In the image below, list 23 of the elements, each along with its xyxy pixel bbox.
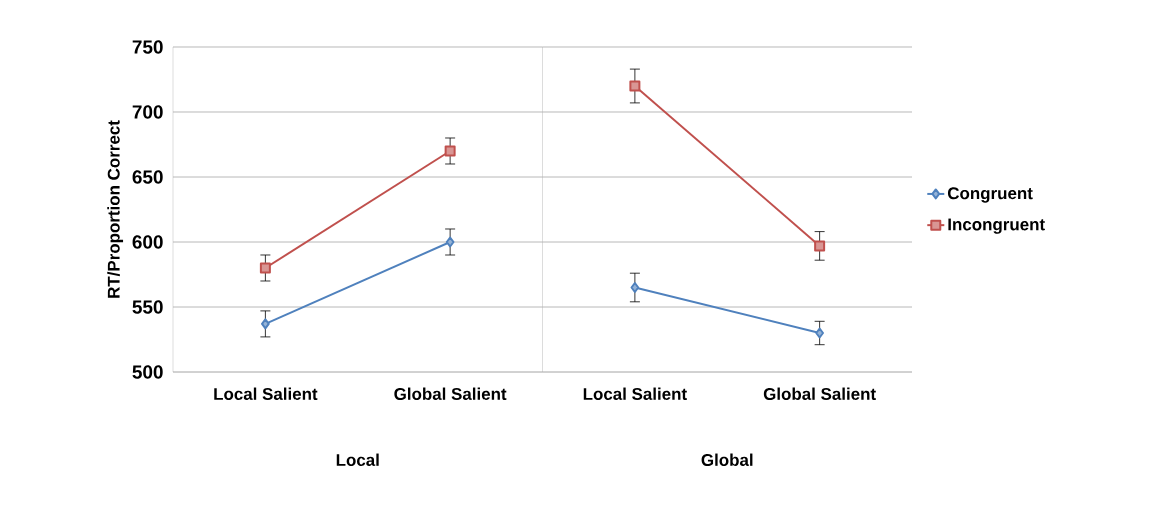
y-tick-label: 700 [132, 105, 163, 119]
point [815, 327, 825, 339]
x-tick-label: Global Salient [763, 387, 876, 400]
x-axis-title: Global [701, 453, 753, 466]
point [444, 145, 456, 157]
y-tick-label: 600 [132, 235, 163, 249]
x-tick-label: Local Salient [583, 387, 687, 400]
y-tick-label: 500 [132, 365, 163, 379]
x-axis-title: Local [336, 453, 379, 466]
point [259, 262, 271, 274]
y-axis-title: RT/Proportion Correct [107, 120, 124, 298]
point [261, 318, 270, 330]
y-tick-label: 550 [132, 300, 163, 314]
point [630, 282, 640, 293]
point [445, 236, 455, 248]
x-tick-label: Global Salient [394, 387, 507, 400]
x-tick-label: Local Salient [214, 387, 318, 400]
y-tick-label: 650 [132, 170, 163, 184]
legend-label: Congruent [947, 187, 1033, 203]
point [629, 80, 641, 92]
y-tick-label: 750 [132, 40, 163, 54]
legend-label: Incongruent [948, 218, 1045, 234]
point [814, 240, 826, 252]
